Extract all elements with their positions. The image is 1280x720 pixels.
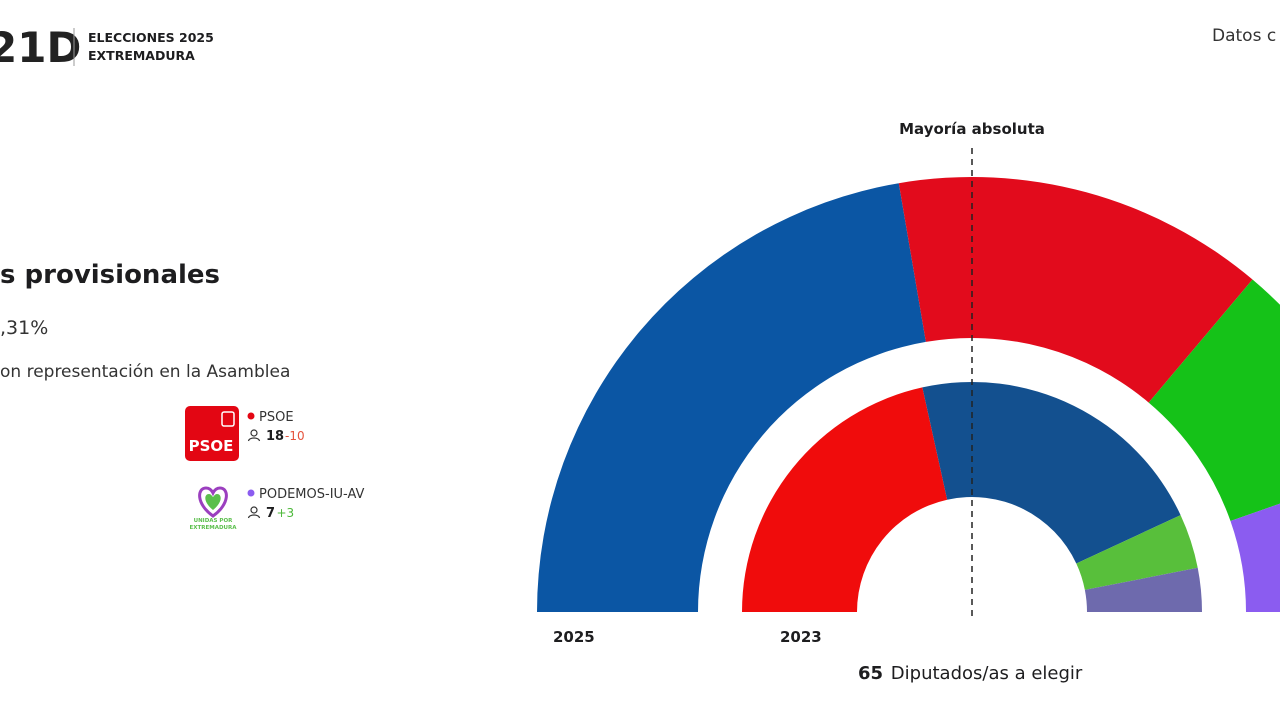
summary-percent: ,31% [0,317,48,339]
party-name: PSOE [259,410,294,425]
logo-icon [221,411,235,427]
logo-text: PSOE [189,437,234,455]
seat-change: -10 [285,429,305,443]
party-name: PODEMOS-IU-AV [259,487,365,502]
logo-text: EXTREMADURA [190,525,238,531]
logo-heart [205,494,221,510]
source-link[interactable]: Datos c [1212,26,1276,46]
hemicycle-segment [742,387,948,612]
summary-title: s provisionales [0,260,220,290]
person-icon [247,437,261,442]
person-icon [250,506,258,514]
total-number: 65 [858,663,883,684]
header-title: ELECCIONES 2025 [88,30,214,45]
total-label: Diputados/as a elegir [891,663,1083,684]
logo: 21D [0,23,81,72]
hemicycle-segment [537,183,926,612]
legend-dot [247,412,255,420]
psoe-logo [185,406,239,461]
hemicycle-segment [1230,503,1280,612]
total-seats: 65 Diputados/as a elegir [858,663,1083,684]
ring-label: 2025 [553,628,595,646]
hemicycle-segment [922,382,1181,564]
podemos-logo [198,486,228,518]
seat-count: 18 [266,429,284,444]
summary-subtitle: on representación en la Asamblea [0,362,290,382]
hemicycle-segment [1084,567,1202,612]
seat-change: +3 [277,506,295,520]
person-icon [247,514,261,519]
header-title: EXTREMADURA [88,48,195,63]
majority-label: Mayoría absoluta [899,120,1045,138]
seat-count: 7 [266,506,275,521]
legend-dot [247,489,255,497]
hemicycle-segment [898,177,1253,403]
hemicycle-segment [1076,515,1198,590]
logo-text: UNIDAS POR [194,518,234,524]
hemicycle-segment [1148,279,1280,522]
ring-label: 2023 [780,628,822,646]
person-icon [250,429,258,437]
